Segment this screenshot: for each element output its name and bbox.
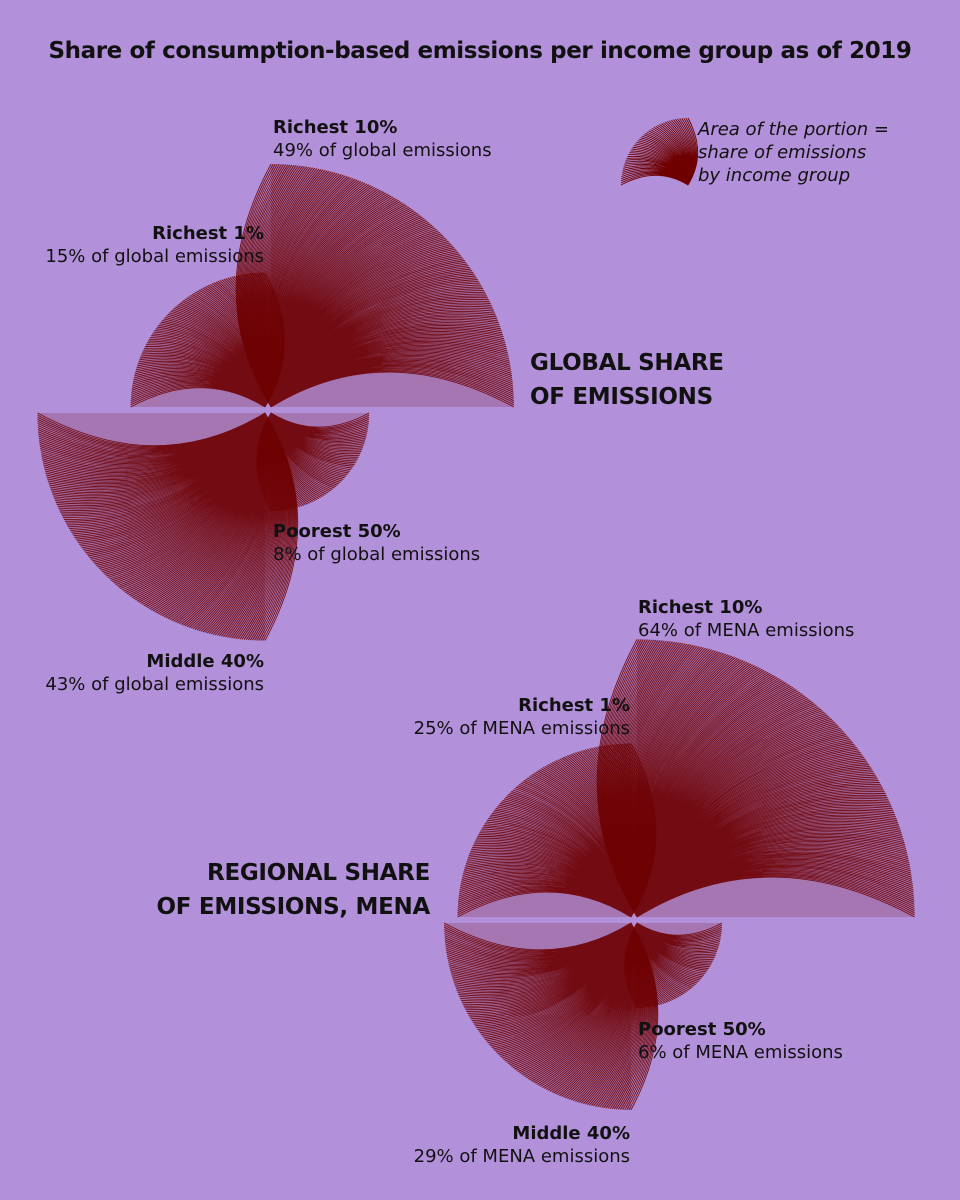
global-richest-1-label: Richest 1% 15% of global emissions xyxy=(45,222,264,268)
legend-text: Area of the portion = share of emissions… xyxy=(698,118,889,187)
legend-fan-icon xyxy=(620,117,698,186)
mena-richest-1-label: Richest 1% 25% of MENA emissions xyxy=(414,694,630,740)
quadrant-wedge-richest-1- xyxy=(130,272,285,408)
wedge-fan-lines xyxy=(130,272,285,408)
chart-0 xyxy=(37,163,515,641)
wedge-fan-lines xyxy=(37,412,299,641)
quadrant-wedge-poorest-50- xyxy=(624,922,723,1009)
chart-1 xyxy=(443,639,915,1111)
heading-line: REGIONAL SHARE xyxy=(207,860,430,886)
global-middle-40-label: Middle 40% 43% of global emissions xyxy=(45,650,264,696)
heading-line: OF EMISSIONS xyxy=(530,384,713,410)
heading-line: OF EMISSIONS, MENA xyxy=(156,894,431,920)
quadrant-wedge-poorest-50- xyxy=(256,412,370,512)
global-poorest-50-label: Poorest 50% 8% of global emissions xyxy=(273,520,480,566)
global-richest-10-label: Richest 10% 49% of global emissions xyxy=(273,116,492,162)
group-name: Poorest 50% xyxy=(638,1019,766,1040)
legend-fan-lines xyxy=(620,117,698,186)
mena-heading: REGIONAL SHARE OF EMISSIONS, MENA xyxy=(156,856,431,924)
legend-line: share of emissions xyxy=(698,142,867,163)
wedge-fan-lines xyxy=(443,922,659,1111)
group-share: 6% of MENA emissions xyxy=(638,1042,843,1063)
chart-title: Share of consumption-based emissions per… xyxy=(48,38,912,64)
legend-line: Area of the portion = xyxy=(698,119,889,140)
wedge-fan-lines xyxy=(457,743,657,918)
global-heading: GLOBAL SHARE OF EMISSIONS xyxy=(530,346,724,414)
quadrant-wedge-richest-10- xyxy=(235,163,515,408)
group-share: 43% of global emissions xyxy=(45,674,264,695)
quadrant-wedge-middle-40- xyxy=(443,922,659,1111)
group-share: 49% of global emissions xyxy=(273,140,492,161)
heading-line: GLOBAL SHARE xyxy=(530,350,724,376)
group-share: 29% of MENA emissions xyxy=(413,1146,630,1167)
group-share: 64% of MENA emissions xyxy=(638,620,855,641)
mena-middle-40-label: Middle 40% 29% of MENA emissions xyxy=(414,1122,630,1168)
group-name: Richest 1% xyxy=(152,223,264,244)
quadrant-wedge-middle-40- xyxy=(37,412,299,641)
quadrant-wedge-richest-1- xyxy=(457,743,657,918)
group-share: 25% of MENA emissions xyxy=(413,718,630,739)
mena-richest-10-label: Richest 10% 64% of MENA emissions xyxy=(638,596,854,642)
group-name: Richest 1% xyxy=(518,695,630,716)
wedge-fan-lines xyxy=(256,412,370,512)
mena-poorest-50-label: Poorest 50% 6% of MENA emissions xyxy=(638,1018,843,1064)
group-share: 15% of global emissions xyxy=(45,246,264,267)
group-share: 8% of global emissions xyxy=(273,544,481,565)
group-name: Poorest 50% xyxy=(273,521,401,542)
legend-line: by income group xyxy=(698,165,851,186)
group-name: Richest 10% xyxy=(273,117,398,138)
wedge-fan-lines xyxy=(624,922,723,1009)
group-name: Richest 10% xyxy=(638,597,763,618)
group-name: Middle 40% xyxy=(512,1123,630,1144)
group-name: Middle 40% xyxy=(146,651,264,672)
